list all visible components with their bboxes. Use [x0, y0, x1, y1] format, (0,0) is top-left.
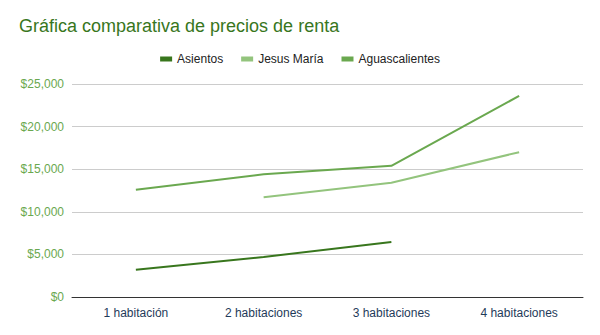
svg-text:1 habitación: 1 habitación [104, 306, 169, 320]
svg-text:$0: $0 [51, 290, 65, 304]
svg-text:2 habitaciones: 2 habitaciones [225, 306, 302, 320]
svg-text:$25,000: $25,000 [21, 77, 65, 91]
svg-text:$10,000: $10,000 [21, 205, 65, 219]
svg-text:3 habitaciones: 3 habitaciones [353, 306, 430, 320]
svg-text:Aguascalientes: Aguascalientes [358, 52, 439, 66]
svg-text:Asientos: Asientos [177, 52, 223, 66]
svg-text:Jesus María: Jesus María [258, 52, 324, 66]
svg-text:Gráfica comparativa de precios: Gráfica comparativa de precios de renta [19, 16, 340, 36]
svg-text:$5,000: $5,000 [27, 247, 64, 261]
svg-text:4 habitaciones: 4 habitaciones [480, 306, 557, 320]
svg-text:$15,000: $15,000 [21, 162, 65, 176]
svg-text:$20,000: $20,000 [21, 120, 65, 134]
